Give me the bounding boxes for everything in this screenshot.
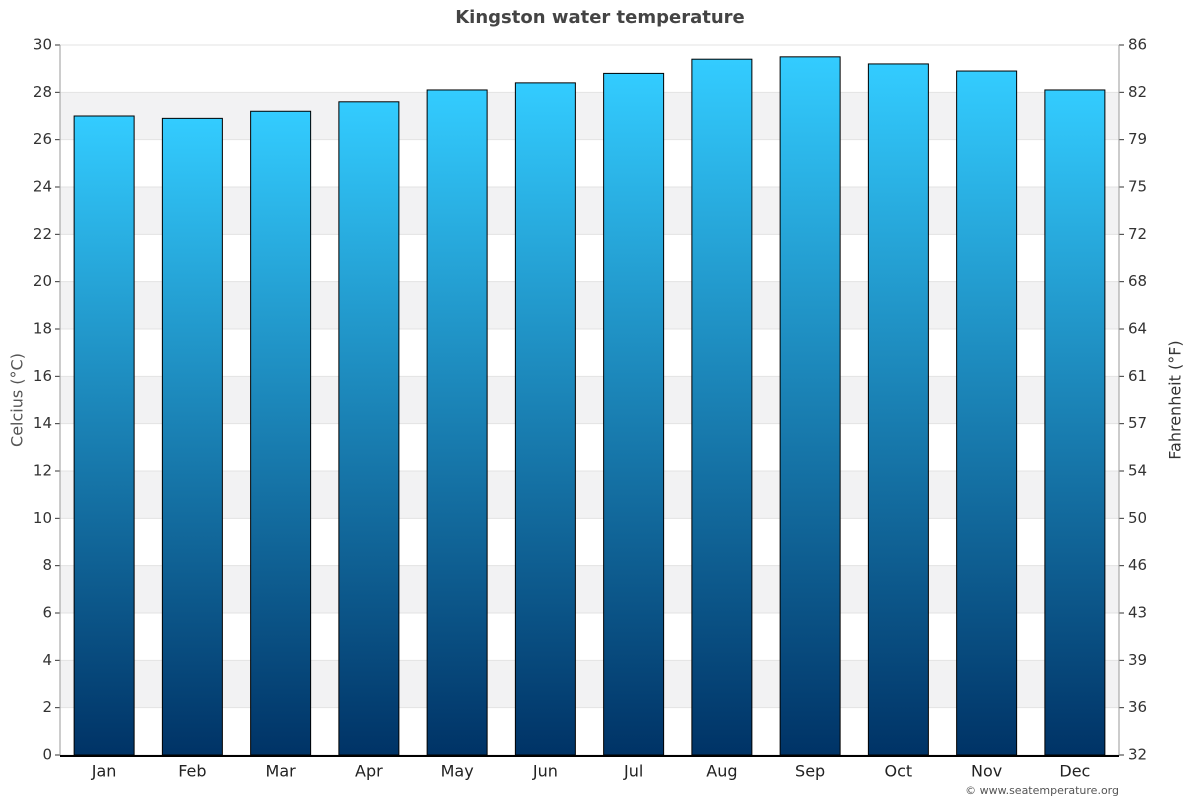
y2-tick-label: 82 xyxy=(1128,83,1147,101)
y-tick-label: 10 xyxy=(33,509,52,527)
x-tick-label: Feb xyxy=(178,762,206,781)
x-tick-label: Oct xyxy=(885,762,913,781)
y-tick-label: 18 xyxy=(33,320,52,338)
x-tick-label: Nov xyxy=(971,762,1002,781)
y-tick-label: 16 xyxy=(33,367,52,385)
bar xyxy=(1044,89,1106,756)
x-tick-label: Aug xyxy=(706,762,737,781)
bar xyxy=(956,70,1018,756)
y2-tick-label: 36 xyxy=(1128,698,1147,716)
y-tick-label: 20 xyxy=(33,272,52,290)
bar xyxy=(161,117,223,756)
bar xyxy=(426,89,488,756)
y2-tick-label: 46 xyxy=(1128,556,1147,574)
x-tick-label: Apr xyxy=(355,762,383,781)
bar xyxy=(73,115,135,756)
x-tick-label: May xyxy=(441,762,474,781)
y-tick-label: 12 xyxy=(33,462,52,480)
y-tick-label: 0 xyxy=(42,746,52,764)
bar xyxy=(691,58,753,756)
y2-tick-label: 54 xyxy=(1128,462,1147,480)
x-tick-label: Jan xyxy=(91,762,117,781)
y2-tick-label: 79 xyxy=(1128,130,1147,148)
grid-band xyxy=(60,187,1119,235)
y-tick-label: 14 xyxy=(33,414,52,432)
y2-tick-label: 32 xyxy=(1128,746,1147,764)
y2-tick-label: 39 xyxy=(1128,651,1147,669)
bar xyxy=(250,110,312,756)
y-tick-label: 2 xyxy=(42,698,52,716)
y2-tick-label: 75 xyxy=(1128,178,1147,196)
grid-band xyxy=(60,376,1119,424)
y2-tick-label: 86 xyxy=(1128,36,1147,54)
y2-tick-label: 57 xyxy=(1128,414,1147,432)
y-tick-label: 24 xyxy=(33,178,52,196)
y2-tick-label: 64 xyxy=(1128,320,1147,338)
x-tick-label: Dec xyxy=(1059,762,1090,781)
y2-tick-label: 43 xyxy=(1128,604,1147,622)
y-tick-label: 26 xyxy=(33,130,52,148)
bar xyxy=(867,63,929,756)
y2-tick-label: 68 xyxy=(1128,272,1147,290)
grid-band xyxy=(60,92,1119,140)
y2-axis-label: Fahrenheit (°F) xyxy=(1166,340,1185,459)
y-tick-label: 22 xyxy=(33,225,52,243)
grid-band xyxy=(60,660,1119,708)
y-tick-label: 8 xyxy=(42,556,52,574)
x-tick-label: Mar xyxy=(266,762,297,781)
x-tick-label: Jun xyxy=(532,762,558,781)
bar xyxy=(514,82,576,756)
credit: © www.seatemperature.org xyxy=(965,784,1119,797)
chart-title: Kingston water temperature xyxy=(455,7,745,28)
bar xyxy=(338,101,400,756)
bar xyxy=(603,72,665,756)
y-tick-label: 30 xyxy=(33,36,52,54)
y2-tick-label: 72 xyxy=(1128,225,1147,243)
y2-tick-label: 50 xyxy=(1128,509,1147,527)
grid-band xyxy=(60,471,1119,519)
y-axis-label: Celcius (°C) xyxy=(8,353,27,447)
y-tick-label: 6 xyxy=(42,604,52,622)
y-tick-label: 28 xyxy=(33,83,52,101)
bar xyxy=(779,56,841,756)
y2-tick-label: 61 xyxy=(1128,367,1147,385)
x-tick-label: Sep xyxy=(795,762,825,781)
grid-band xyxy=(60,281,1119,329)
grid-band xyxy=(60,565,1119,613)
x-tick-label: Jul xyxy=(623,762,643,781)
y-tick-label: 4 xyxy=(42,651,52,669)
